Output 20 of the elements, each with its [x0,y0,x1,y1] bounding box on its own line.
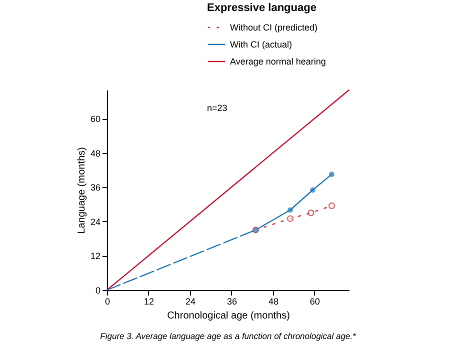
legend-label: Without CI (predicted) [230,22,318,32]
y-tick-label: 0 [95,286,100,296]
y-tick-label: 60 [90,114,100,124]
x-tick-label: 60 [310,296,320,306]
x-tick-label: 24 [185,296,196,306]
legend-title: Expressive language [207,2,316,14]
y-tick-label: 24 [90,216,100,227]
legend-label: Average normal hearing [230,56,326,66]
x-tick-label: 0 [104,296,110,306]
x-tick-label: 12 [144,296,154,306]
x-tick-label: 36 [226,296,237,306]
y-tick-label: 48 [90,148,100,158]
legend-label: With CI (actual) [230,40,292,50]
y-tick-label: 12 [90,251,100,262]
caption: Figure 3. Average language age as a function of chronological age.* [100,331,357,341]
y-axis-title: Language (months) [76,147,88,234]
y-tick-label: 36 [90,182,100,193]
annotation: n=23 [207,103,228,113]
x-axis-title: Chronological age (months) [167,310,290,322]
x-tick-label: 48 [268,296,278,306]
